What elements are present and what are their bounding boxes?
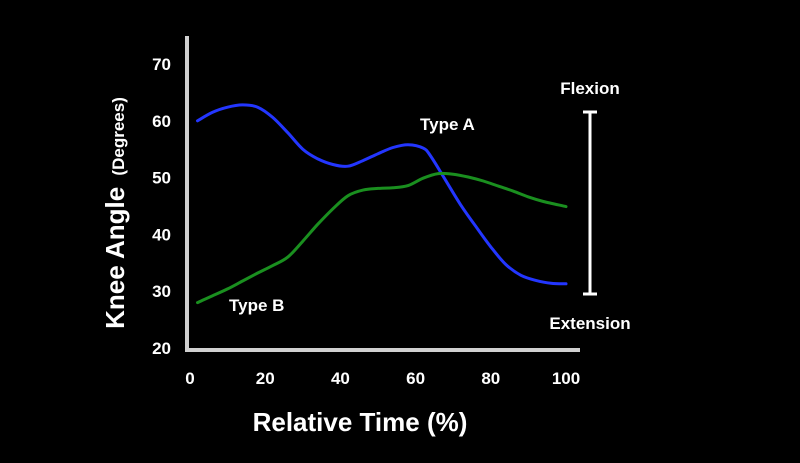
extension-label: Extension [549,314,630,333]
x-tick-label: 20 [256,369,275,388]
legend-label-type-a: Type A [420,115,475,134]
y-tick-labels: 20 30 40 50 60 70 [152,55,171,358]
y-tick-label: 30 [152,282,171,301]
x-tick-label: 0 [185,369,194,388]
y-tick-label: 20 [152,339,171,358]
x-tick-label: 80 [481,369,500,388]
flexion-label: Flexion [560,79,620,98]
x-axis-title: Relative Time (%) [253,407,468,437]
y-tick-label: 60 [152,112,171,131]
y-axis-title-units: (Degrees) [109,97,128,175]
x-tick-label: 40 [331,369,350,388]
x-tick-label: 100 [552,369,580,388]
x-tick-labels: 0 20 40 60 80 100 [185,369,580,388]
y-tick-label: 70 [152,55,171,74]
y-axis-title-main: Knee Angle [100,187,130,329]
y-axis-title: Knee Angle (Degrees) [100,97,130,329]
y-tick-label: 40 [152,225,171,244]
series-line-type-a [196,103,568,286]
y-tick-label: 50 [152,169,171,188]
x-tick-label: 60 [406,369,425,388]
legend-label-type-b: Type B [229,296,284,315]
series-line-type-b [196,171,568,305]
